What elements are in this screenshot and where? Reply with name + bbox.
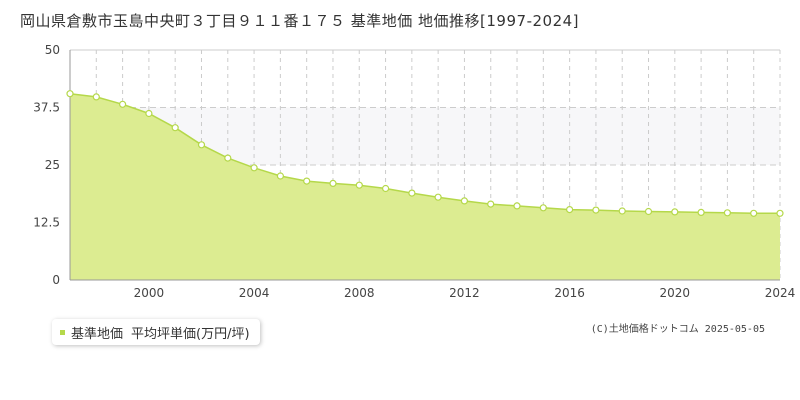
x-tick-label: 2012 [449,286,480,300]
data-point [408,189,416,197]
data-point [539,204,547,212]
series-line [69,92,780,215]
data-point [197,141,206,149]
data-point [303,177,311,185]
data-point [750,209,758,217]
data-point [618,207,626,215]
series-area [70,93,780,280]
data-point [723,209,732,217]
data-point [329,179,337,187]
data-point [276,172,284,180]
data-point [513,202,521,210]
data-point [355,181,363,189]
legend-series-name: 基準地価 [71,326,124,342]
data-point [592,206,600,214]
data-point [644,207,653,216]
x-tick-labels: 2000 2004 2008 2012 2016 2020 2024 [134,286,796,300]
data-point [671,208,679,216]
data-point [224,154,232,162]
data-point [92,93,100,101]
chart-title: 岡山県倉敷市玉島中央町３丁目９１１番１７５ 基準地価 地価推移[1997-202… [20,12,580,30]
x-tick-label: 2016 [554,286,585,300]
data-point [460,197,468,205]
x-tick-label: 2008 [344,286,375,300]
data-point [697,208,705,216]
copyright-notice: (C)土地価格ドットコム 2025-05-05 [590,324,765,335]
data-point [66,90,74,98]
data-point [382,184,390,193]
data-point [487,200,495,208]
data-point [776,209,784,217]
legend-unit-label: 平均坪単価(万円/坪) [131,326,250,342]
y-tick-label: 50 [45,43,60,57]
data-point [250,164,258,172]
x-tick-label: 2024 [765,286,796,300]
data-point [565,206,574,214]
area-layer [69,92,780,280]
data-point [145,109,153,118]
x-tick-label: 2004 [239,286,270,300]
marker-layer [66,90,784,217]
y-tick-label: 37.5 [33,101,60,115]
y-tick-label: 25 [45,158,60,172]
data-point [118,100,127,108]
legend: 基準地価 平均坪単価(万円/坪) [52,319,260,345]
x-tick-label: 2020 [660,286,691,300]
data-point [434,193,442,201]
data-point [171,124,179,132]
y-tick-label: 0 [52,273,60,287]
x-tick-label: 2000 [134,286,165,300]
axis-layer [69,50,780,281]
y-tick-labels: 0 12.5 25 37.5 50 [33,43,60,287]
y-tick-label: 12.5 [33,216,60,230]
legend-marker [60,329,65,335]
